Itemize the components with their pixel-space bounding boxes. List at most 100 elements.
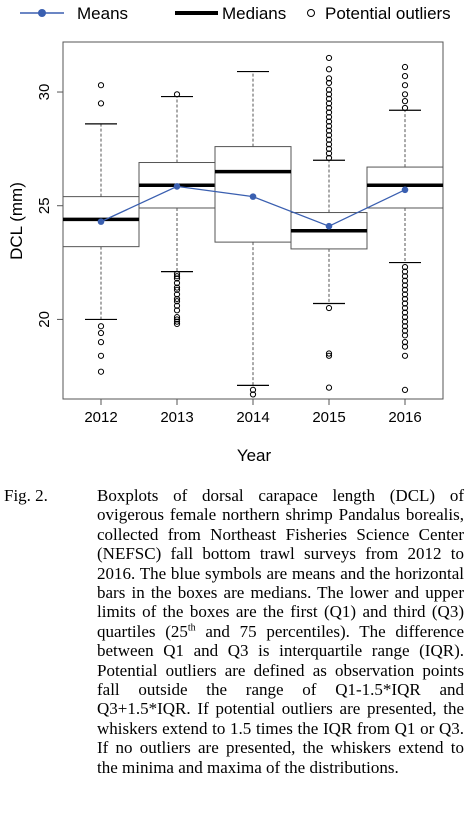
outlier-2016-17 [401, 273, 409, 280]
outlier-2016-11 [401, 300, 409, 307]
outlier-2012-2 [97, 339, 105, 346]
outlier-2014-1 [249, 386, 257, 394]
outlier-2015-2 [325, 350, 333, 357]
outlier-2013-14 [173, 270, 181, 278]
mean-point-2016 [401, 186, 409, 194]
x-axis-title: Year [237, 446, 272, 465]
caption-text: Boxplots of dorsal carapace length (DCL)… [97, 486, 464, 777]
outlier-2013-1 [173, 318, 181, 325]
outlier-2016-2 [401, 343, 409, 350]
outlier-2015-9 [325, 132, 333, 139]
outlier-2015-18 [325, 91, 333, 98]
x-tick-label-2013: 2013 [160, 409, 193, 426]
outlier-2013-2 [173, 316, 181, 323]
outlier-2016-15 [401, 282, 409, 289]
x-tick-label-2014: 2014 [236, 409, 269, 426]
outlier-2016-6 [401, 323, 409, 330]
outlier-2016-13 [401, 291, 409, 298]
outlier-2013-4 [173, 307, 181, 314]
mean-point-2013 [173, 183, 181, 190]
outlier-2015-15 [325, 104, 333, 112]
caption-text-part1: Boxplots of dorsal carapace length (DCL)… [97, 486, 464, 641]
outlier-2013-6 [173, 298, 181, 305]
outlier-2014-0 [249, 391, 257, 398]
outlier-2015-8 [325, 136, 333, 143]
outlier-2015-7 [325, 141, 333, 148]
outlier-2016-10 [401, 304, 409, 312]
outlier-2013-8 [173, 291, 181, 298]
outlier-2015-6 [325, 145, 333, 152]
outlier-2012-3 [97, 329, 105, 337]
outlier-2016-12 [401, 295, 409, 303]
outlier-2013-9 [173, 286, 181, 293]
outlier-2015-10 [325, 127, 333, 134]
legend-outliers-label: Potential outliers [325, 4, 451, 23]
y-tick-label-25: 25 [36, 197, 53, 214]
outlier-2015-1 [325, 352, 333, 359]
caption-text-part2: and 75 percentiles). The difference betw… [97, 621, 464, 777]
outlier-2016-5 [401, 327, 409, 334]
outlier-2016-18 [401, 268, 409, 275]
figure-caption: Fig. 2. Boxplots of dorsal carapace leng… [4, 486, 464, 777]
outlier-2016-8 [401, 314, 409, 321]
outlier-2013-10 [173, 284, 181, 291]
outlier-2013-12 [173, 275, 181, 282]
outlier-2016-25 [401, 63, 409, 71]
outlier-2016-21 [401, 98, 409, 105]
outlier-2015-3 [325, 304, 333, 312]
outlier-2012-1 [97, 352, 105, 359]
outlier-2015-20 [325, 79, 333, 87]
legend-outlier-marker [307, 9, 315, 17]
legend-medians-label: Medians [222, 4, 286, 23]
outlier-2015-5 [325, 150, 333, 157]
outlier-2016-16 [401, 277, 409, 284]
outlier-2015-19 [325, 86, 333, 93]
caption-superscript: th [187, 622, 196, 634]
outlier-2015-0 [325, 384, 333, 391]
outlier-2013-5 [173, 302, 181, 309]
mean-point-2015 [325, 222, 333, 230]
mean-point-2012 [97, 218, 105, 225]
outlier-2016-20 [401, 104, 409, 112]
outlier-2016-14 [401, 286, 409, 293]
legend-means-label: Means [77, 4, 128, 23]
outlier-2013-7 [173, 295, 181, 303]
outlier-2016-0 [401, 386, 409, 394]
outlier-2013-0 [173, 320, 181, 328]
outlier-2015-4 [325, 154, 333, 162]
outlier-2015-12 [325, 118, 333, 125]
y-axis-title: DCL (mm) [7, 182, 26, 260]
outlier-2013-11 [173, 279, 181, 287]
x-tick-label-2015: 2015 [312, 409, 345, 426]
axes: 20 25 30 2012 2013 2014 2015 2016 [36, 84, 422, 426]
boxplot-chart: Means Medians Potential outliers 2025302… [7, 4, 451, 465]
outlier-2015-21 [325, 75, 333, 82]
outlier-2015-13 [325, 113, 333, 121]
outlier-2013-3 [173, 314, 181, 321]
outlier-2016-19 [401, 264, 409, 271]
mean-point-2014 [249, 193, 257, 200]
x-tick-label-2012: 2012 [84, 409, 117, 426]
outlier-2016-22 [401, 91, 409, 98]
outlier-2016-3 [401, 339, 409, 346]
legend: Means Medians Potential outliers [20, 4, 451, 23]
x-tick-label-2016: 2016 [388, 409, 421, 426]
outlier-2016-4 [401, 332, 409, 339]
outlier-2013-15 [173, 91, 181, 98]
outlier-2016-24 [401, 73, 409, 80]
outlier-2013-13 [173, 273, 181, 280]
outlier-2015-16 [325, 100, 333, 107]
outlier-2016-7 [401, 318, 409, 325]
legend-means-marker [38, 9, 46, 17]
plot-area [62, 54, 444, 398]
outlier-2015-11 [325, 123, 333, 130]
outlier-2012-4 [97, 323, 105, 330]
outlier-2016-23 [401, 82, 409, 89]
outlier-2012-6 [97, 82, 105, 89]
outlier-2015-22 [325, 66, 333, 73]
y-tick-label-20: 20 [36, 311, 53, 328]
outlier-2015-14 [325, 109, 333, 116]
outlier-2016-1 [401, 352, 409, 359]
outlier-2016-9 [401, 309, 409, 316]
outlier-2015-17 [325, 95, 333, 102]
